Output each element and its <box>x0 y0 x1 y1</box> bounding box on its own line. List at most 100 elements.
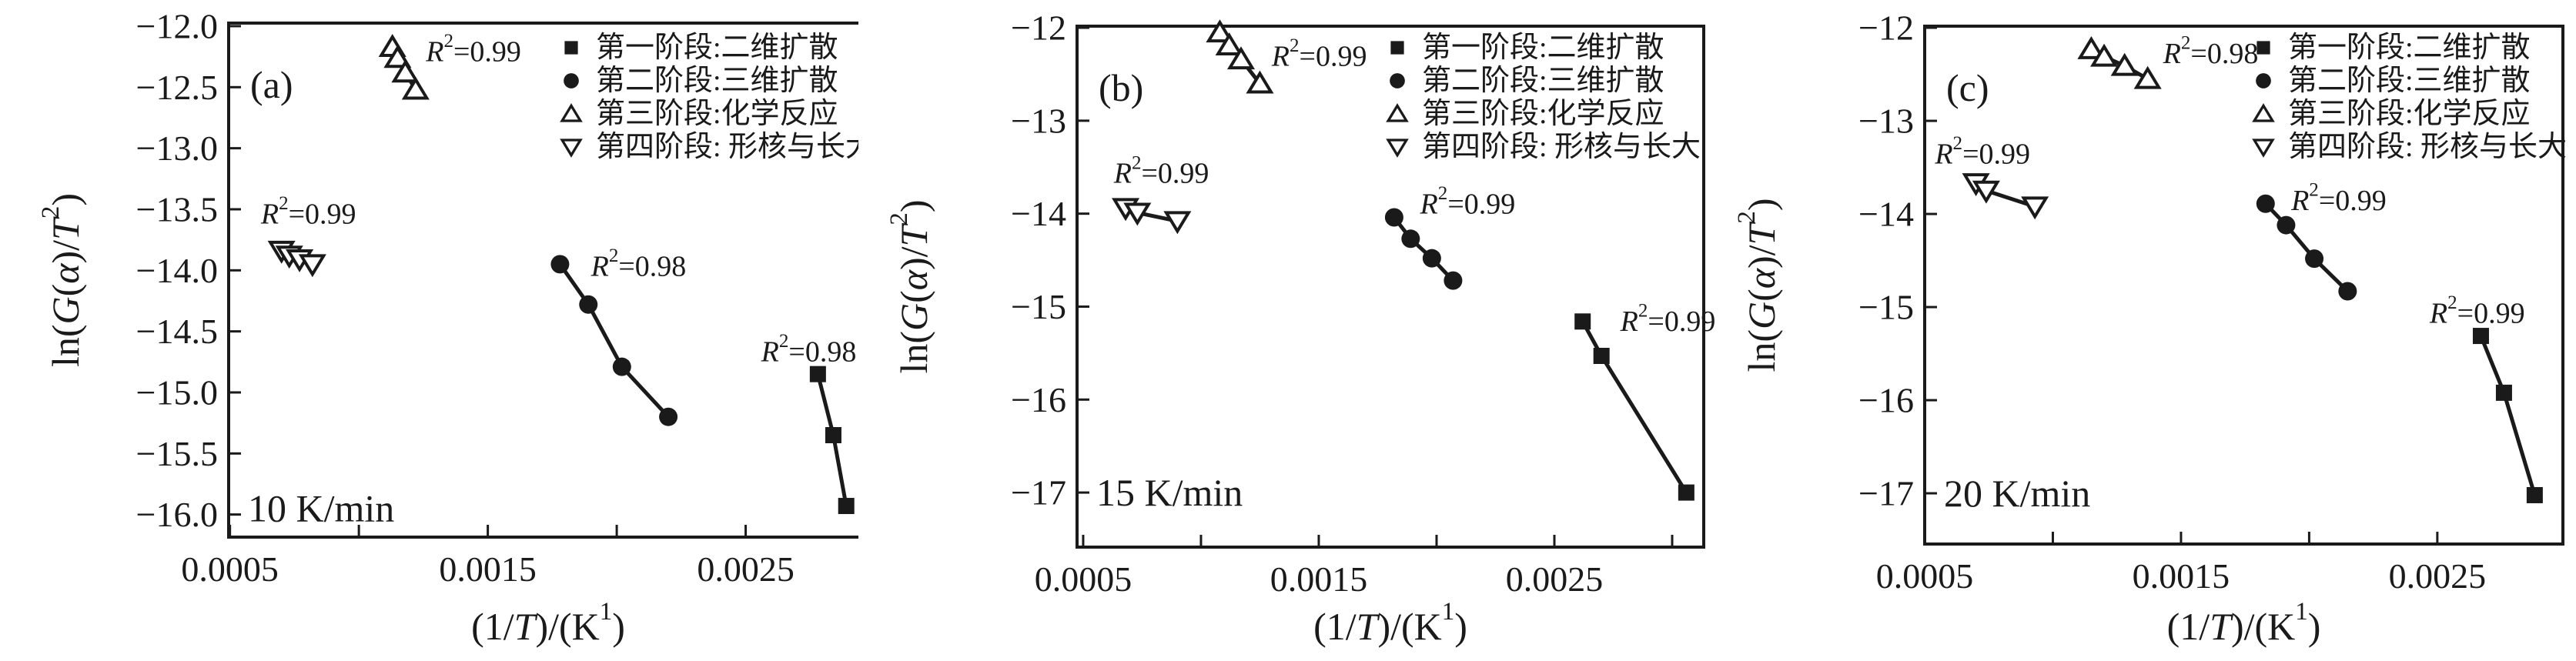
square-marker <box>1593 348 1610 365</box>
y-tick-label: −13 <box>1858 102 1914 141</box>
legend-item: 第四阶段: 形核与长大 <box>2252 131 2567 163</box>
square-marker <box>1678 484 1694 501</box>
circle-marker <box>1384 208 1403 227</box>
legend-label: 第二阶段:三维扩散 <box>1422 65 1664 97</box>
circle-marker <box>612 357 631 376</box>
r2-annotation: R2=0.99 <box>2429 292 2525 330</box>
y-tick-label: −12 <box>1011 8 1066 48</box>
legend-item: 第一阶段:二维扩散 <box>2257 32 2531 64</box>
square-marker <box>2472 328 2489 345</box>
triangle-down-marker <box>2021 196 2049 220</box>
series-stage-3 <box>378 34 430 100</box>
series-stage-4 <box>1962 173 2049 220</box>
legend-label: 第四阶段: 形核与长大 <box>2288 131 2567 163</box>
y-tick-label: −12.5 <box>136 68 218 107</box>
heating-rate-label: 15 K/min <box>1096 471 1243 514</box>
y-tick-label: −13 <box>1011 101 1066 140</box>
triangle-down-marker <box>1123 202 1152 226</box>
y-axis-title: ln(G(α)/T2) <box>885 199 935 373</box>
x-tick-label: 0.0015 <box>439 549 537 589</box>
y-tick-label: −17 <box>1858 474 1914 513</box>
triangle-up-marker <box>2252 103 2275 122</box>
legend-label: 第二阶段:三维扩散 <box>596 65 838 97</box>
circle-marker <box>550 255 570 274</box>
r2-annotation: R2=0.99 <box>1271 35 1367 73</box>
triangle-down-marker <box>1163 211 1192 235</box>
square-marker <box>564 41 578 55</box>
legend-label: 第一阶段:二维扩散 <box>1422 32 1664 64</box>
square-marker <box>1390 41 1404 55</box>
series-line <box>1392 215 1455 282</box>
legend-item: 第二阶段:三维扩散 <box>2256 65 2531 97</box>
x-axis-title: (1/T)/(K1) <box>2167 598 2321 648</box>
r2-annotation: R2=0.99 <box>1113 152 1209 190</box>
circle-marker <box>1422 249 1441 268</box>
x-tick-label: 0.0015 <box>1270 559 1368 599</box>
legend-item: 第三阶段:化学反应 <box>2252 98 2531 130</box>
y-tick-label: −14 <box>1858 195 1914 234</box>
x-tick-label: 0.0025 <box>2389 556 2487 596</box>
circle-marker <box>1390 73 1405 88</box>
x-tick-label: 0.0015 <box>2133 556 2230 596</box>
triangle-up-marker <box>1215 32 1243 56</box>
circle-marker <box>2256 194 2275 213</box>
triangle-up-marker <box>2077 36 2106 59</box>
legend-label: 第二阶段:三维扩散 <box>2288 65 2531 97</box>
plot-frame <box>1923 25 2564 546</box>
y-tick-label: −14 <box>1011 194 1066 233</box>
legend-label: 第四阶段: 形核与长大 <box>596 131 858 163</box>
y-tick-label: −15.5 <box>136 434 218 473</box>
triangle-up-marker <box>1206 19 1234 43</box>
y-tick-label: −16 <box>1011 380 1066 419</box>
series-stage-1 <box>2472 328 2543 503</box>
r2-annotation: R2=0.99 <box>1420 183 1516 221</box>
heating-rate-label: 10 K/min <box>248 487 394 530</box>
series-line <box>1581 320 1688 494</box>
legend-item: 第二阶段:三维扩散 <box>564 65 838 97</box>
x-axis-title: (1/T)/(K1) <box>471 598 625 648</box>
series-stage-1 <box>1574 313 1694 501</box>
triangle-up-marker <box>560 103 583 122</box>
x-axis-title: (1/T)/(K1) <box>1313 598 1467 648</box>
circle-marker <box>564 73 579 88</box>
legend-label: 第一阶段:二维扩散 <box>2288 32 2531 64</box>
triangle-up-marker <box>2090 43 2119 67</box>
legend-item: 第三阶段:化学反应 <box>1386 98 1664 130</box>
plot-frame <box>227 22 858 539</box>
series-stage-2 <box>550 255 678 426</box>
panel-a-chart: 0.0005 0.0015 0.0025−12.0−12.5−13.0−13.5−1… <box>37 6 858 648</box>
triangle-up-marker <box>401 76 430 100</box>
x-tick-label: 0.0025 <box>1506 559 1603 599</box>
legend-item: 第三阶段:化学反应 <box>560 98 838 130</box>
square-marker <box>809 366 826 382</box>
triangle-up-marker <box>1226 46 1256 70</box>
r2-annotation: R2=0.99 <box>1934 133 2030 171</box>
triangle-down-marker <box>1386 139 1409 158</box>
square-marker <box>2495 384 2512 401</box>
series-stage-3 <box>1206 19 1274 94</box>
circle-marker <box>1401 229 1420 249</box>
r2-annotation: R2=0.98 <box>761 331 857 369</box>
triangle-up-marker <box>383 45 412 68</box>
series-line <box>2479 335 2537 496</box>
triangle-up-marker <box>2133 65 2162 89</box>
r2-annotation: R2=0.99 <box>2290 179 2387 217</box>
legend-item: 第四阶段: 形核与长大 <box>1386 131 1701 163</box>
y-tick-label: −12.0 <box>136 6 218 45</box>
y-tick-label: −16.0 <box>136 495 218 534</box>
y-tick-label: −17 <box>1011 473 1066 512</box>
circle-marker <box>659 407 678 426</box>
legend-item: 第四阶段: 形核与长大 <box>560 131 858 163</box>
series-stage-2 <box>2256 194 2357 301</box>
square-marker <box>2526 486 2543 503</box>
x-tick-label: 0.0005 <box>181 549 279 589</box>
series-line <box>2263 202 2350 293</box>
triangle-up-marker <box>1386 103 1409 122</box>
series-stage-2 <box>1384 208 1463 290</box>
series-stage-4 <box>267 240 326 278</box>
triangle-down-marker <box>2252 139 2275 158</box>
triangle-up-marker <box>1246 70 1274 94</box>
